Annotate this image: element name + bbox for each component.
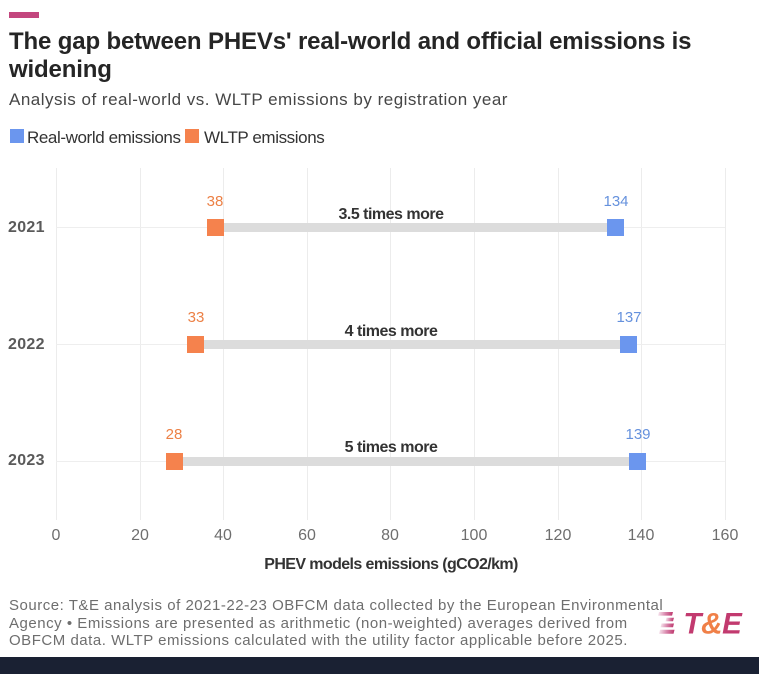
svg-text:T&E: T&E bbox=[683, 607, 743, 640]
